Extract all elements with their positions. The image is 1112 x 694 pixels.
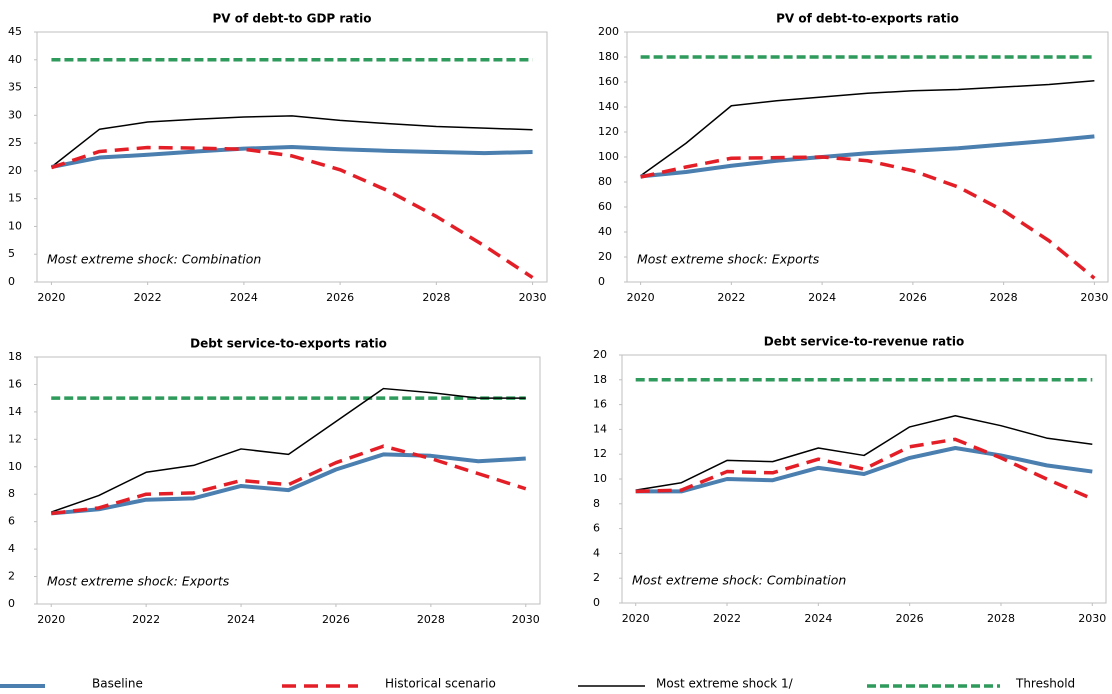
annotation: Most extreme shock: Exports [637,252,820,267]
y-tick-label: 10 [8,460,22,473]
chart-title: PV of debt-to GDP ratio [213,12,372,26]
series-line [51,444,527,516]
y-tick-label: 20 [598,250,612,263]
y-tick-label: 10 [8,219,22,232]
y-tick-label: 100 [598,150,619,163]
y-tick-label: 200 [598,25,619,38]
x-tick-label: 2028 [990,291,1018,304]
y-tick-label: 35 [8,81,22,94]
x-tick-label: 2020 [622,612,650,625]
series-line [635,437,1093,501]
y-tick-label: 20 [593,348,607,361]
plot-frame [36,356,541,605]
x-tick-label: 2024 [230,291,258,304]
y-tick-label: 8 [593,497,600,510]
x-tick-label: 2026 [326,291,354,304]
y-tick-label: 160 [598,75,619,88]
x-tick-label: 2026 [899,291,927,304]
x-tick-label: 2030 [1080,291,1108,304]
y-tick-label: 16 [8,377,22,390]
y-tick-label: 6 [593,522,600,535]
x-tick-label: 2030 [1078,612,1106,625]
annotation: Most extreme shock: Exports [47,574,230,589]
chart-title: Debt service-to-exports ratio [190,337,387,351]
y-tick-label: 45 [8,25,22,38]
y-tick-label: 60 [598,200,612,213]
x-tick-label: 2028 [987,612,1015,625]
y-tick-label: 0 [598,275,605,288]
x-tick-label: 2030 [519,291,547,304]
legend-label: Most extreme shock 1/ [656,677,794,691]
plot-frame [36,31,548,283]
y-tick-label: 40 [8,53,22,66]
x-tick-label: 2030 [512,613,540,626]
series-line [635,415,1093,491]
x-tick-label: 2022 [132,613,160,626]
x-tick-label: 2026 [896,612,924,625]
legend-label: Historical scenario [385,677,496,691]
x-tick-label: 2028 [417,613,445,626]
y-tick-label: 14 [593,422,607,435]
x-tick-label: 2024 [808,291,836,304]
y-tick-label: 16 [593,398,607,411]
y-tick-label: 4 [593,546,600,559]
x-tick-label: 2024 [227,613,255,626]
y-tick-label: 80 [598,175,612,188]
x-tick-label: 2020 [37,291,65,304]
y-tick-label: 14 [8,405,22,418]
y-tick-label: 2 [8,570,15,583]
y-tick-label: 25 [8,136,22,149]
y-tick-label: 140 [598,100,619,113]
chart-title: PV of debt-to-exports ratio [776,12,959,26]
series-line [640,134,1095,179]
chart-title: Debt service-to-revenue ratio [764,335,964,349]
annotation: Most extreme shock: Combination [47,252,261,267]
series-line [50,115,533,168]
y-tick-label: 40 [598,225,612,238]
y-tick-label: 0 [8,597,15,610]
y-tick-label: 4 [8,542,15,555]
y-tick-label: 12 [8,432,22,445]
x-tick-label: 2022 [134,291,162,304]
y-tick-label: 8 [8,487,15,500]
x-tick-label: 2022 [713,612,741,625]
series-line [640,155,1096,280]
y-tick-label: 5 [8,247,15,260]
series-line [51,145,533,169]
y-tick-label: 0 [8,275,15,288]
x-tick-label: 2024 [804,612,832,625]
y-tick-label: 120 [598,125,619,138]
y-tick-label: 6 [8,515,15,528]
y-tick-label: 20 [8,164,22,177]
plot-frame [626,31,1109,283]
y-tick-label: 12 [593,447,607,460]
y-tick-label: 18 [593,373,607,386]
x-tick-label: 2020 [627,291,655,304]
plot-frame [621,354,1107,604]
series-line [51,452,526,516]
series-line [635,446,1093,494]
legend-label: Threshold [1015,677,1075,691]
y-tick-label: 30 [8,108,22,121]
x-tick-label: 2022 [717,291,745,304]
series-line [50,387,526,513]
series-line [640,80,1095,177]
x-tick-label: 2028 [422,291,450,304]
x-tick-label: 2020 [37,613,65,626]
y-tick-label: 15 [8,192,22,205]
x-tick-label: 2026 [322,613,350,626]
y-tick-label: 2 [593,571,600,584]
y-tick-label: 10 [593,472,607,485]
y-tick-label: 18 [8,350,22,363]
annotation: Most extreme shock: Combination [632,573,846,588]
y-tick-label: 0 [593,596,600,609]
y-tick-label: 180 [598,50,619,63]
legend-label: Baseline [92,677,143,691]
series-line [50,145,534,280]
